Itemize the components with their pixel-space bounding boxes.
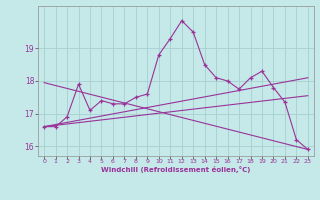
X-axis label: Windchill (Refroidissement éolien,°C): Windchill (Refroidissement éolien,°C) [101,166,251,173]
